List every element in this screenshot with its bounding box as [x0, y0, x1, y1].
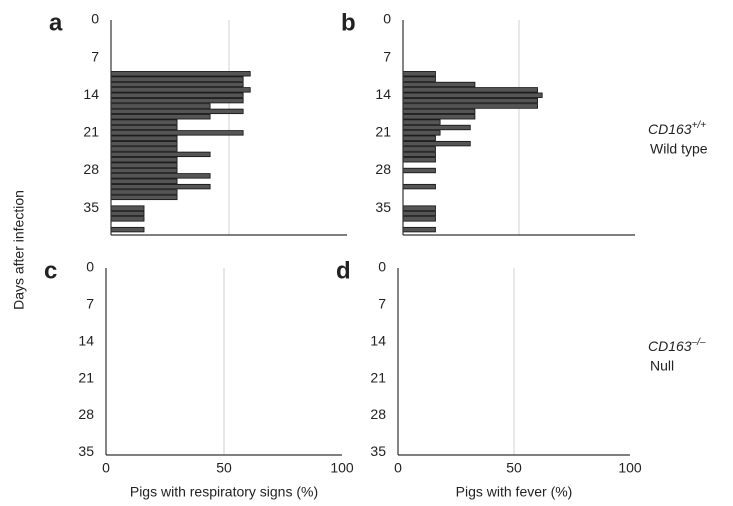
bar [110, 210, 145, 217]
bar [110, 92, 244, 98]
bar [402, 76, 436, 82]
y-tick-label: 35 [78, 443, 94, 459]
bar [110, 114, 211, 120]
bar [110, 167, 178, 174]
bar [402, 135, 436, 141]
bar [402, 87, 538, 93]
bar [110, 71, 251, 77]
y-tick-label: 21 [83, 124, 99, 140]
y-tick-label: 14 [370, 332, 386, 348]
bar [402, 103, 538, 109]
y-tick-label: 35 [370, 443, 386, 459]
bar [402, 226, 436, 233]
bar [402, 71, 436, 77]
genotype: –/– [691, 337, 706, 348]
y-tick-label: 35 [83, 199, 99, 215]
bar [402, 146, 436, 152]
panel-letter: a [49, 9, 63, 36]
bar [110, 173, 211, 179]
y-tick-label: 0 [383, 11, 391, 27]
bar [402, 114, 476, 120]
y-tick-label: 0 [91, 11, 99, 27]
y-tick-label: 21 [370, 369, 386, 385]
y-tick-label: 14 [78, 332, 94, 348]
bar [110, 130, 244, 136]
panel-letter: b [341, 9, 356, 36]
bar [110, 119, 178, 125]
bar [110, 205, 145, 211]
y-tick-label: 28 [375, 161, 391, 177]
gene: CD163 [648, 121, 692, 137]
bar [402, 205, 436, 211]
y-tick-label: 0 [86, 259, 94, 275]
gene: CD163 [648, 338, 692, 354]
y-tick-label: 7 [383, 48, 391, 64]
panel-letter: d [336, 257, 351, 284]
x-tick-label: 50 [506, 460, 522, 476]
bar [110, 183, 211, 190]
bar [110, 87, 251, 93]
row-gene: CD163+/+ [648, 120, 706, 137]
y-tick-label: 21 [78, 369, 94, 385]
y-tick-label: 21 [375, 124, 391, 140]
bar [110, 140, 178, 147]
bar [110, 97, 244, 104]
bar [110, 146, 178, 152]
bar [402, 183, 436, 190]
bar [402, 167, 436, 174]
bar [110, 216, 145, 222]
bar [110, 124, 178, 131]
x-tick-label: 100 [618, 460, 642, 476]
bar [110, 157, 178, 163]
bar [110, 194, 178, 201]
bar [402, 130, 441, 136]
x-tick-label: 0 [394, 460, 402, 476]
x-axis-label: Pigs with respiratory signs (%) [130, 484, 318, 500]
bar [402, 81, 476, 88]
y-tick-label: 14 [83, 86, 99, 102]
x-tick-label: 0 [102, 460, 110, 476]
bar [402, 216, 436, 222]
y-tick-label: 35 [375, 199, 391, 215]
x-axis-label: Pigs with fever (%) [456, 484, 573, 500]
bar [402, 119, 441, 125]
bar [110, 81, 244, 88]
genotype: +/+ [692, 120, 707, 131]
bar [110, 103, 211, 109]
bar [110, 108, 244, 115]
y-tick-label: 0 [378, 259, 386, 275]
bar [402, 97, 538, 104]
bar [402, 92, 543, 98]
bar [402, 157, 436, 163]
y-tick-label: 28 [370, 406, 386, 422]
y-tick-label: 7 [91, 48, 99, 64]
bar [402, 140, 471, 147]
bar [110, 162, 178, 168]
panel-letter: c [44, 257, 57, 284]
row-name: Null [650, 358, 674, 374]
x-tick-label: 50 [216, 460, 232, 476]
bar [110, 151, 211, 158]
y-tick-label: 14 [375, 86, 391, 102]
bar [110, 135, 178, 141]
row-gene: CD163–/– [648, 337, 706, 354]
y-tick-label: 28 [83, 161, 99, 177]
bar [110, 226, 145, 233]
y-tick-label: 28 [78, 406, 94, 422]
bar [402, 210, 436, 217]
y-axis-label: Days after infection [11, 190, 27, 310]
x-tick-label: 100 [330, 460, 354, 476]
bar [110, 189, 178, 195]
bar [402, 151, 436, 158]
bar [402, 108, 476, 115]
bar [402, 124, 471, 131]
bar [110, 76, 244, 82]
bar [110, 178, 178, 184]
y-tick-label: 7 [86, 296, 94, 312]
row-name: Wild type [650, 141, 708, 157]
y-tick-label: 7 [378, 296, 386, 312]
